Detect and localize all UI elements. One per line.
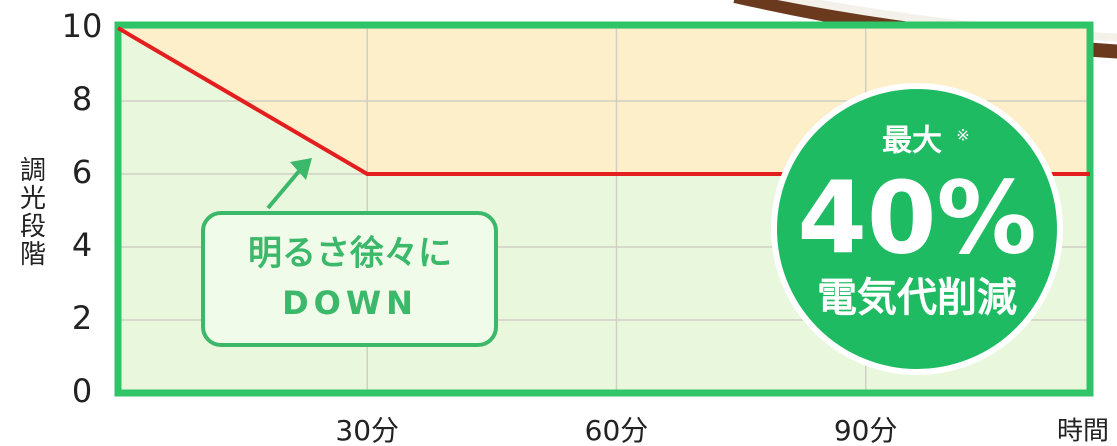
badge-top: 最大	[882, 124, 942, 159]
badge-note: ※	[956, 126, 969, 145]
badge: 最大 ※ 40% 電気代削減	[771, 83, 1063, 375]
callout-text: DOWN	[282, 284, 418, 322]
y-tick-label: 8	[72, 80, 92, 118]
y-axis-label: 調光段階	[16, 156, 46, 268]
y-tick-label: 2	[72, 299, 92, 337]
x-tick-label: 60分	[585, 414, 649, 446]
callout-text: 明るさ徐々に	[248, 234, 452, 274]
badge-caption: 電気代削減	[817, 275, 1017, 321]
y-tick-label: 0	[72, 372, 92, 410]
x-tick-label: 30分	[335, 414, 399, 446]
y-tick-label: 4	[72, 226, 92, 264]
callout-box	[201, 211, 498, 347]
callout-arrowhead	[290, 158, 312, 180]
x-tick-label: 90分	[834, 414, 898, 446]
y-tick-label: 10	[62, 7, 103, 45]
callout: 明るさ徐々に DOWN	[201, 158, 498, 347]
badge-circle	[771, 83, 1063, 375]
y-tick-label: 6	[72, 153, 92, 191]
badge-value: 40%	[797, 159, 1036, 276]
callout-arrow	[266, 168, 302, 210]
x-axis-label: 時間	[1057, 417, 1109, 446]
plot-border	[114, 21, 1094, 397]
